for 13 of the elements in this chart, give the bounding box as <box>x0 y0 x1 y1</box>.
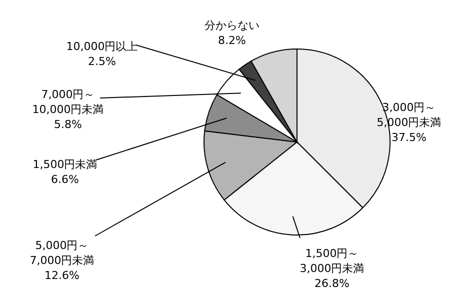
slice-label: 分からない <box>204 19 260 32</box>
data-label: 26.8% <box>314 277 350 290</box>
data-label: 5.8% <box>54 118 82 131</box>
slice-label: 10,000円以上 <box>66 40 138 53</box>
slice-label: 5,000円～7,000円未満 <box>30 239 94 267</box>
data-label: 37.5% <box>392 131 426 144</box>
data-label: 6.6% <box>51 173 79 186</box>
data-label: 12.6% <box>44 269 80 282</box>
data-label: 2.5% <box>88 55 116 68</box>
slice-label: 1,500円～3,000円未満 <box>300 247 364 275</box>
slice-label: 1,500円未満 <box>32 158 98 171</box>
data-label: 8.2% <box>218 34 246 47</box>
slice-label: 7,000円～10,000円未満 <box>32 88 104 116</box>
